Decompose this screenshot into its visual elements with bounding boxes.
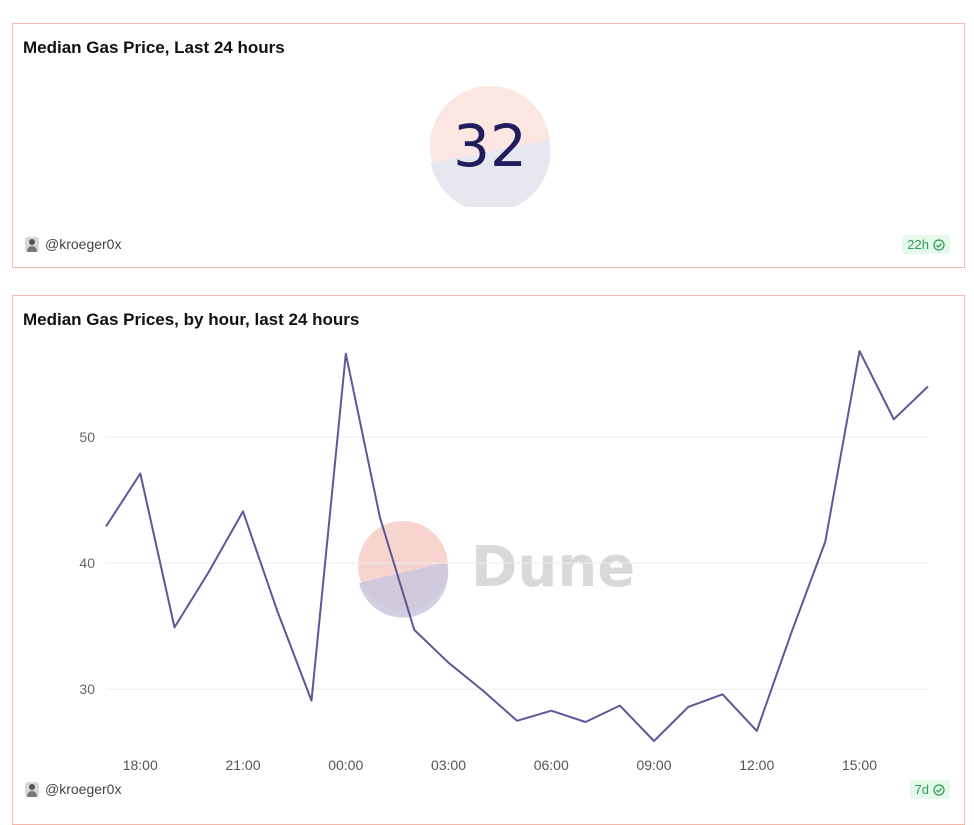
line-chart: Dune 30 40 50 18:00 21:00 00:00 03:00 06:00 09:00… [79,350,929,773]
y-tick-label: 50 [79,429,95,445]
avatar [25,781,39,797]
refresh-time: 7d [914,782,929,797]
dune-watermark-logo [358,521,449,618]
counter-visual: 32 [429,85,551,207]
check-circle-icon [933,783,945,796]
refresh-badge[interactable]: 7d [909,780,950,799]
x-tick-label: 12:00 [739,757,774,773]
series-line [105,350,929,742]
x-tick-label: 21:00 [225,757,260,773]
counter-card: Median Gas Price, Last 24 hours 32 @kroe… [12,23,965,268]
author-link[interactable]: @kroeger0x [25,236,121,252]
x-tick-label: 06:00 [534,757,569,773]
chart-card: Dune 30 40 50 18:00 21:00 00:00 03:00 06:00 09:00… [12,295,965,825]
refresh-badge[interactable]: 22h [902,235,950,254]
counter-card-title: Median Gas Price, Last 24 hours [23,38,285,57]
x-tick-label: 03:00 [431,757,466,773]
counter-circle [430,86,551,207]
avatar [25,236,39,252]
author-name: @kroeger0x [45,781,122,797]
x-tick-label: 15:00 [842,757,877,773]
author-link[interactable]: @kroeger0x [25,781,121,797]
watermark-text: Dune [471,535,635,600]
y-tick-label: 30 [79,681,95,697]
check-circle-icon [933,238,945,251]
counter-value: 32 [453,112,527,180]
x-tick-label: 18:00 [123,757,158,773]
x-tick-label: 00:00 [328,757,363,773]
refresh-time: 22h [907,237,929,252]
chart-card-title: Median Gas Prices, by hour, last 24 hour… [23,310,360,329]
author-name: @kroeger0x [45,236,122,252]
y-tick-label: 40 [79,555,95,571]
x-tick-label: 09:00 [636,757,671,773]
